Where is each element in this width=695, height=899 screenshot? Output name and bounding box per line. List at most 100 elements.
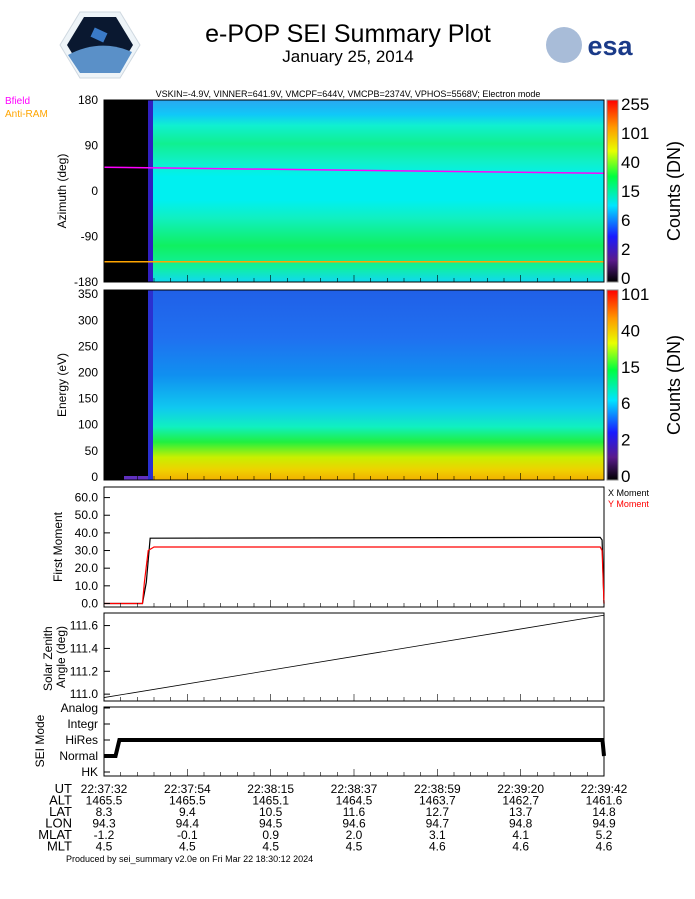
- table-cell: 4.5: [179, 840, 196, 854]
- y-tick-label: 111.2: [70, 664, 99, 678]
- row-label-mlt: MLT: [47, 839, 72, 854]
- sza-frame: [103, 612, 605, 702]
- y-tick-label: 150: [78, 392, 98, 406]
- y-tick-label: 20.0: [75, 561, 99, 575]
- row-label-lon: LON: [45, 816, 72, 831]
- colorbar-tick-label: 0: [621, 467, 630, 486]
- row-label-alt: ALT: [49, 793, 72, 808]
- table-cell: 4.5: [346, 840, 363, 854]
- row-label-ut: UT: [55, 781, 72, 796]
- y-tick-label: -90: [81, 230, 99, 244]
- colorbar-tick-label: 40: [621, 321, 640, 340]
- table-cell: 4.1: [512, 828, 529, 842]
- table-cell: 10.5: [259, 805, 283, 819]
- y-tick-label: Integr: [67, 717, 98, 731]
- azimuth-spectrogram: [104, 100, 604, 282]
- y-tick-label: HiRes: [65, 733, 98, 747]
- table-cell: 2.0: [346, 828, 363, 842]
- x-axis-table: UT 22:37:32 22:37:54 22:38:15 22:38:37 22:38:…: [38, 781, 627, 854]
- legend-x-moment: X Moment: [608, 488, 650, 498]
- legend-bfield: Bfield: [5, 96, 30, 107]
- table-cell: 94.5: [259, 817, 283, 831]
- table-cell: 3.1: [429, 828, 446, 842]
- table-cell: 0.9: [262, 828, 279, 842]
- colorbar-tick-label: 6: [621, 394, 630, 413]
- colorbar-tick-label: 40: [621, 153, 640, 172]
- azimuth-colorbar-label: Counts (DN): [664, 141, 684, 241]
- y-tick-label: 180: [78, 93, 98, 107]
- row-label-lat: LAT: [49, 804, 72, 819]
- table-cell: 22:39:20: [497, 782, 544, 796]
- y-tick-label: 250: [78, 339, 98, 353]
- instrument-settings: VSKIN=-4.9V, VINNER=641.9V, VMCPF=644V, …: [156, 89, 541, 99]
- table-cell: 1465.5: [86, 794, 123, 808]
- y-tick-label: 100: [78, 418, 98, 432]
- y-tick-label: 90: [85, 139, 99, 153]
- table-cell: 11.6: [343, 805, 366, 819]
- first-moment-ylabel: First Moment: [51, 511, 65, 582]
- table-cell: 12.7: [426, 805, 450, 819]
- table-cell: 22:37:32: [81, 782, 128, 796]
- table-cell: 1463.7: [419, 794, 456, 808]
- y-moment-line: [104, 546, 605, 605]
- colorbar-tick-label: 255: [621, 95, 649, 114]
- table-cell: 94.6: [342, 817, 366, 831]
- table-cell: 1461.6: [586, 794, 623, 808]
- table-cell: 4.5: [96, 840, 113, 854]
- table-cell: 94.7: [426, 817, 450, 831]
- sza-line: [103, 614, 605, 698]
- table-cell: 4.6: [596, 840, 613, 854]
- table-cell: 94.8: [509, 817, 533, 831]
- table-cell: -0.1: [177, 828, 198, 842]
- y-tick-label: 60.0: [75, 491, 99, 505]
- y-tick-label: 0: [91, 470, 98, 484]
- y-tick-label: 10.0: [75, 579, 99, 593]
- table-cell: 22:38:59: [414, 782, 461, 796]
- table-cell: 4.6: [429, 840, 446, 854]
- colorbar-tick-label: 2: [621, 431, 630, 450]
- energy-spectrogram: [104, 290, 604, 480]
- y-tick-label: 30.0: [75, 544, 99, 558]
- y-tick-label: -180: [74, 275, 98, 289]
- azimuth-colorbar: [606, 99, 619, 283]
- table-cell: 5.2: [596, 828, 613, 842]
- table-cell: 4.5: [262, 840, 279, 854]
- colorbar-tick-label: 6: [621, 211, 630, 230]
- esa-logo: esa: [546, 27, 634, 63]
- table-cell: 13.7: [509, 805, 533, 819]
- cassiope-logo: [59, 11, 141, 79]
- table-cell: 4.6: [512, 840, 529, 854]
- y-tick-label: 200: [78, 365, 98, 379]
- table-cell: 94.4: [176, 817, 200, 831]
- table-cell: 22:37:54: [164, 782, 211, 796]
- energy-colorbar: [606, 289, 619, 481]
- y-tick-label: Analog: [61, 701, 98, 715]
- plot-date: January 25, 2014: [282, 47, 413, 66]
- colorbar-tick-label: 101: [621, 124, 649, 143]
- table-cell: 14.8: [592, 805, 616, 819]
- y-tick-label: 111.6: [70, 619, 99, 633]
- energy-ylabel: Energy (eV): [55, 353, 69, 417]
- svg-text:esa: esa: [587, 31, 633, 61]
- legend-y-moment: Y Moment: [608, 499, 649, 509]
- table-cell: 94.3: [92, 817, 116, 831]
- table-cell: 1465.1: [252, 794, 289, 808]
- y-tick-label: 350: [78, 287, 98, 301]
- colorbar-tick-label: 2: [621, 240, 630, 259]
- y-tick-label: Normal: [59, 749, 98, 763]
- table-cell: 1465.5: [169, 794, 206, 808]
- y-tick-label: 300: [78, 313, 98, 327]
- page-title: e-POP SEI Summary Plot: [205, 20, 491, 48]
- colorbar-tick-label: 15: [621, 358, 640, 377]
- bfield-line: [103, 166, 605, 175]
- y-tick-label: HK: [81, 765, 98, 779]
- colorbar-tick-label: 0: [621, 269, 630, 288]
- footer-credit: Produced by sei_summary v2.0e on Fri Mar…: [66, 854, 313, 864]
- colorbar-tick-label: 15: [621, 182, 640, 201]
- table-cell: 1464.5: [336, 794, 373, 808]
- table-cell: 8.3: [96, 805, 113, 819]
- sei-mode-ylabel: SEI Mode: [33, 714, 47, 767]
- colorbar-tick-label: 101: [621, 285, 649, 304]
- azimuth-ylabel: Azimuth (deg): [55, 154, 69, 229]
